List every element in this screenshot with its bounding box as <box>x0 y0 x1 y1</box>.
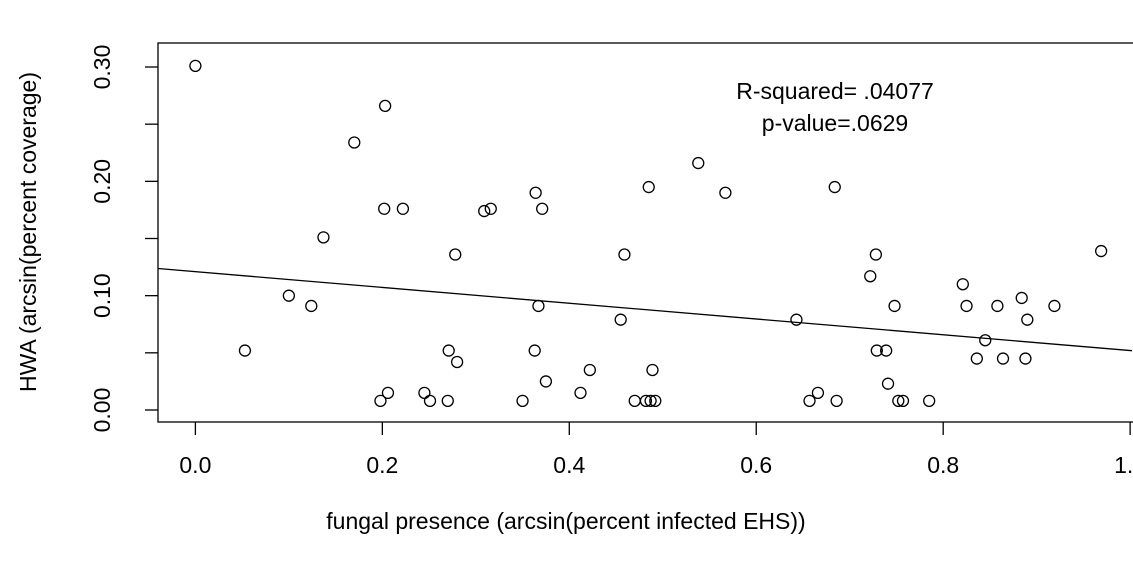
y-axis-label: HWA (arcsin(percent coverage) <box>15 72 41 392</box>
annotation: R-squared= .04077 <box>736 78 934 104</box>
point <box>649 394 662 407</box>
point <box>378 99 392 113</box>
y-tick-label: 0.20 <box>89 159 115 204</box>
y-tick-label: 0.30 <box>89 45 115 90</box>
point <box>956 278 969 291</box>
point <box>442 344 455 357</box>
point <box>381 386 395 399</box>
point <box>830 394 843 407</box>
point <box>870 344 883 357</box>
point <box>583 363 597 377</box>
x-tick-label: 0.4 <box>553 452 585 478</box>
x-axis-label: fungal presence (arcsin(percent infected… <box>326 508 805 534</box>
point <box>880 344 893 357</box>
point <box>790 313 803 326</box>
point <box>1015 291 1028 305</box>
point <box>574 386 587 399</box>
point <box>282 289 296 302</box>
point <box>423 394 437 407</box>
point <box>1095 244 1108 258</box>
point <box>618 248 631 261</box>
point <box>996 352 1010 365</box>
point <box>317 231 330 244</box>
point <box>396 202 410 215</box>
point <box>864 270 877 283</box>
point <box>1019 352 1032 365</box>
point <box>189 59 202 73</box>
x-tick-label: 0.8 <box>927 452 959 478</box>
point <box>536 202 549 215</box>
y-tick-label: 0.10 <box>89 273 115 318</box>
point <box>888 299 901 313</box>
point <box>646 363 659 377</box>
point <box>449 248 462 261</box>
point <box>960 299 973 313</box>
point <box>614 313 627 326</box>
regression-line <box>157 267 1133 352</box>
point <box>628 394 641 407</box>
point <box>692 156 705 170</box>
point <box>991 299 1004 313</box>
plot-box <box>157 42 1133 423</box>
point <box>642 180 655 194</box>
point <box>1048 299 1061 313</box>
point <box>881 377 895 390</box>
y-tick-label: 0.00 <box>89 388 115 433</box>
point <box>484 202 497 215</box>
point <box>828 180 841 194</box>
point <box>378 202 391 215</box>
point <box>1021 313 1034 326</box>
point <box>478 204 491 218</box>
point <box>639 394 653 407</box>
point <box>923 394 936 407</box>
point <box>450 355 464 369</box>
point <box>644 394 657 407</box>
x-tick-label: 1.0 <box>1114 452 1133 478</box>
x-tick-label: 0.2 <box>366 452 398 478</box>
point <box>970 352 983 365</box>
point <box>896 394 910 407</box>
point <box>305 299 318 313</box>
point <box>979 334 992 347</box>
point <box>539 375 553 388</box>
point <box>441 394 454 407</box>
point <box>529 186 542 199</box>
point <box>532 299 545 313</box>
x-tick-label: 0.6 <box>740 452 772 478</box>
point <box>869 248 883 261</box>
point <box>803 394 816 407</box>
point <box>374 394 387 407</box>
point <box>811 386 825 399</box>
point <box>528 344 541 357</box>
point <box>516 394 529 407</box>
point <box>719 186 732 199</box>
point <box>238 344 252 357</box>
annotation: p-value=.0629 <box>762 110 908 136</box>
point <box>892 394 905 407</box>
point <box>348 136 361 149</box>
x-tick-label: 0.0 <box>179 452 211 478</box>
point <box>418 386 431 399</box>
